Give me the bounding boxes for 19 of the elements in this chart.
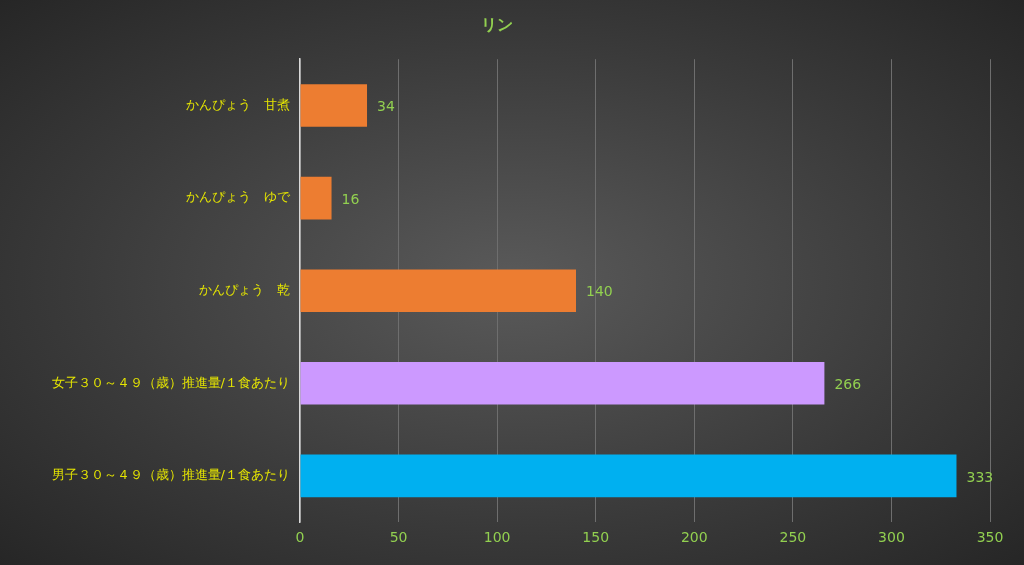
- y-tick-label: かんぴょう 甘煮: [186, 96, 290, 112]
- x-tick-label: 350: [976, 529, 1004, 546]
- x-tick-label: 250: [779, 529, 807, 546]
- y-tick-label: かんぴょう 乾: [199, 282, 290, 298]
- x-tick-label: 50: [389, 529, 408, 546]
- x-tick-label: 0: [295, 529, 305, 546]
- data-label: 140: [586, 283, 613, 300]
- y-tick-label: 男子３０～４９（歳）推進量/１食あたり: [51, 467, 290, 483]
- x-tick-label: 200: [680, 529, 708, 546]
- y-tick-label: かんぴょう ゆで: [186, 189, 291, 205]
- data-label: 16: [341, 190, 360, 207]
- data-label: 266: [834, 375, 862, 392]
- x-tick-label: 300: [878, 529, 905, 546]
- y-tick-label: 女子３０～４９（歳）推進量/１食あたり: [51, 374, 290, 390]
- x-tick-label: 150: [582, 529, 610, 546]
- x-tick-label: 100: [483, 529, 511, 546]
- chart-title: リン: [481, 14, 513, 34]
- data-label: 333: [966, 468, 994, 485]
- data-label: 34: [377, 98, 395, 115]
